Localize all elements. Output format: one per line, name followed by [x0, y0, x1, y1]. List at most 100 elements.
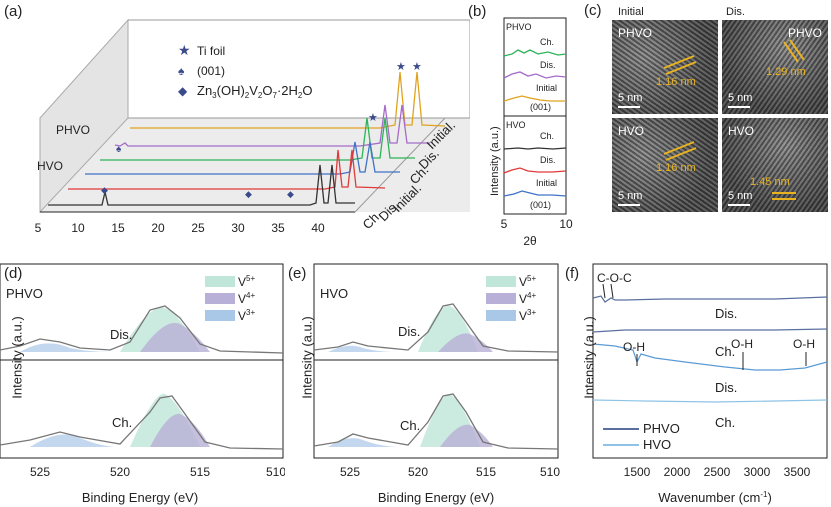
ftir-curve-phvo-dis	[592, 295, 828, 303]
b-curve-orange	[503, 95, 566, 102]
plot-frame	[592, 263, 828, 459]
xps-v4-peak	[440, 424, 493, 447]
legend-zn: Zn3(OH)2V2O7·2H2O	[197, 83, 312, 100]
e-ylabel: Intensity (a.u.)	[299, 316, 315, 399]
scale-bar	[728, 204, 750, 206]
panel-e: (e) HVO V5+ V4+ V3+ Dis. Ch. 525 520 515…	[288, 263, 560, 505]
legend-001: (001)	[197, 64, 225, 78]
arrow	[610, 283, 614, 299]
col-title-initial: Initial	[618, 6, 644, 18]
scale-label: 5 nm	[618, 190, 643, 202]
e-xlabel: Binding Energy (eV)	[378, 490, 494, 505]
panel-c-label: (c)	[584, 2, 602, 19]
d-sample: PHVO	[6, 286, 43, 301]
plot-frame	[313, 263, 559, 459]
f-curve-label: Ch.	[715, 415, 735, 430]
xps-fit-line-dis	[313, 303, 559, 353]
tem-sample: HVO	[618, 124, 645, 138]
b-label: Dis.	[540, 60, 556, 70]
xrd-curve-hvo-ch	[48, 164, 355, 206]
tick-label: 515	[190, 465, 210, 479]
tick-label: 1500	[624, 465, 651, 479]
xrd-curve-phvo-ch	[100, 117, 415, 161]
lattice-spacing: 1.16 nm	[656, 76, 696, 88]
scale-label: 5 nm	[728, 190, 753, 202]
b-ylabel: Intensity (a.u.)	[489, 126, 501, 196]
b-label: (001)	[530, 102, 551, 112]
b-curve-green	[503, 49, 567, 57]
tick-label: 10	[71, 221, 85, 235]
xps-fit-line-ch	[0, 395, 284, 450]
legend-swatch	[486, 276, 516, 287]
tick-label: 5	[35, 221, 42, 235]
panel-b: (b) Intensity (a.u.) PHVO Ch. Dis. Initi…	[468, 3, 573, 248]
panel-b-label: (b)	[468, 3, 486, 20]
diamond-icon: ◆	[287, 189, 294, 199]
tem-sample: PHVO	[618, 26, 653, 40]
d-xlabel: Binding Energy (eV)	[82, 490, 198, 505]
annotation-oh: O-H	[731, 337, 753, 351]
legend-swatch	[486, 293, 516, 304]
legend-ti: Ti foil	[197, 44, 225, 58]
tick-label: 2000	[664, 465, 691, 479]
legend-swatch	[205, 293, 235, 304]
tem-texture	[612, 118, 718, 212]
d-curve-label: Dis.	[110, 327, 132, 342]
xps-v4-peak	[140, 322, 210, 352]
legend-label: V4+	[519, 291, 536, 306]
tick-label: 10	[559, 217, 573, 231]
legend-a: ★ Ti foil ♠ (001) ◆ Zn3(OH)2V2O7·2H2O	[178, 42, 312, 100]
panel-f-label: (f)	[565, 265, 579, 282]
tem-sample: HVO	[728, 124, 755, 138]
legend-hvo: HVO	[643, 437, 671, 452]
xrd-curve-phvo-dis	[114, 104, 430, 147]
diamond-icon: ◆	[101, 185, 108, 195]
xps-v4-peak	[150, 413, 210, 447]
legend-label: V3+	[519, 308, 536, 323]
xrd-curve-hvo-initial	[85, 141, 400, 175]
star-icon: ★	[396, 61, 406, 73]
tick-label: 515	[476, 465, 496, 479]
b-label: Ch.	[540, 131, 554, 141]
xps-v3-peak	[30, 434, 115, 447]
lattice-spacing: 1.45 nm	[750, 176, 790, 188]
f-curve-label: Ch.	[715, 344, 735, 359]
b-label: (001)	[530, 200, 551, 210]
b-label: Initial	[536, 83, 557, 93]
f-curve-label: Dis.	[715, 306, 737, 321]
scale-bar	[728, 106, 750, 108]
ftir-curve-hvo-ch	[592, 399, 828, 403]
tick-label: 30	[231, 221, 245, 235]
tem-image-hvo-initial: HVO 1.16 nm 5 nm	[612, 118, 718, 212]
tem-image-hvo-dis: HVO 1.45 nm 5 nm	[722, 118, 828, 212]
d-curve-label: Ch.	[112, 415, 132, 430]
panel-c: (c) Initial Dis. PHVO 1.16 nm 5 nm PHVO …	[580, 0, 830, 215]
star-icon: ★	[412, 61, 422, 73]
spade-icon: ♠	[116, 144, 122, 155]
tem-texture	[722, 118, 828, 212]
star-icon: ★	[178, 42, 191, 58]
legend-label: V5+	[519, 274, 536, 289]
lattice-marks	[663, 141, 697, 161]
legend-swatch	[205, 310, 235, 321]
tick-label: 520	[408, 465, 428, 479]
tick-label: 20	[151, 221, 165, 235]
f-xlabel: Wavenumber (cm-1)	[658, 490, 772, 505]
ftir-curve-hvo-dis	[592, 343, 828, 371]
diamond-icon: ◆	[245, 189, 252, 199]
tick-label: 3000	[744, 465, 771, 479]
annotation-coc: C-O-C	[597, 271, 632, 285]
ftir-curve-phvo-ch	[592, 328, 828, 333]
tick-label: 15	[111, 221, 125, 235]
depth-axis	[354, 117, 446, 213]
panel-e-label: (e)	[288, 265, 306, 282]
legend-phvo: PHVO	[643, 421, 680, 436]
scale-label: 5 nm	[618, 92, 643, 104]
tem-image-phvo-dis: PHVO 1.29 nm 5 nm	[722, 20, 828, 114]
xps-fit-line-ch	[313, 393, 559, 450]
xps-v4-peak	[438, 333, 493, 352]
scale-bar	[618, 106, 640, 108]
lattice-spacing: 1.29 nm	[766, 66, 806, 78]
b-hvo-title: HVO	[506, 120, 526, 130]
b-curve-black	[503, 147, 567, 150]
